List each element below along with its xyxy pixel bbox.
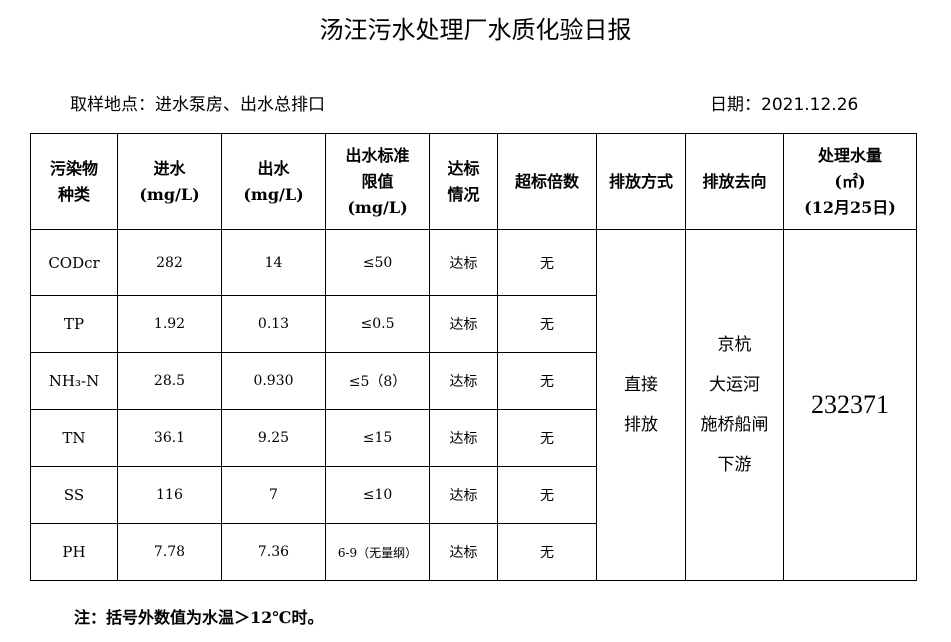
cell-inflow: 7.78 bbox=[117, 523, 222, 581]
cell-inflow: 116 bbox=[117, 466, 222, 524]
cell-pollutant: PH bbox=[30, 523, 118, 581]
cell-exceed: 无 bbox=[497, 523, 597, 581]
cell-outflow: 9.25 bbox=[221, 409, 326, 467]
cell-exceed: 无 bbox=[497, 295, 597, 353]
table-row: TP 1.92 0.13 ≤0.5 达标无 bbox=[30, 295, 917, 353]
cell-outflow: 7 bbox=[221, 466, 326, 524]
column-header: 排放方式 bbox=[596, 133, 686, 230]
table-row: SS 116 7 ≤10 达标无 bbox=[30, 466, 917, 524]
water-quality-table: 污染物 种类 进水 (mg/L) 出水 (mg/L) 出水标准 限值 (mg/L) 达标 情况 超标倍… bbox=[30, 133, 917, 581]
treated-volume: 232371 bbox=[783, 229, 917, 581]
column-header: 达标 情况 bbox=[429, 133, 498, 230]
discharge-destination: 京杭 大运河 施桥船闸 下游 bbox=[685, 229, 784, 581]
cell-status: 达标 bbox=[429, 409, 498, 467]
column-header: 进水 (mg/L) bbox=[117, 133, 222, 230]
cell-limit: ≤5（8） bbox=[325, 352, 430, 410]
cell-status: 达标 bbox=[429, 523, 498, 581]
cell-exceed: 无 bbox=[497, 229, 597, 296]
cell-outflow: 7.36 bbox=[221, 523, 326, 581]
cell-status: 达标 bbox=[429, 352, 498, 410]
cell-pollutant: TN bbox=[30, 409, 118, 467]
cell-limit: ≤15 bbox=[325, 409, 430, 467]
cell-limit: ≤0.5 bbox=[325, 295, 430, 353]
footnote: 注：括号外数值为水温＞12℃时。 bbox=[74, 608, 324, 627]
column-header: 处理水量 (㎡) (12月25日) bbox=[783, 133, 917, 230]
cell-status: 达标 bbox=[429, 229, 498, 296]
cell-outflow: 0.13 bbox=[221, 295, 326, 353]
cell-status: 达标 bbox=[429, 466, 498, 524]
discharge-method: 直接 排放 bbox=[596, 229, 686, 581]
cell-inflow: 1.92 bbox=[117, 295, 222, 353]
column-header: 污染物 种类 bbox=[30, 133, 118, 230]
table-row: PH 7.78 7.36 6-9（无量纲） 达标无 bbox=[30, 523, 917, 581]
column-header: 出水 (mg/L) bbox=[221, 133, 326, 230]
cell-exceed: 无 bbox=[497, 352, 597, 410]
column-header: 超标倍数 bbox=[497, 133, 597, 230]
cell-inflow: 36.1 bbox=[117, 409, 222, 467]
column-header: 排放去向 bbox=[685, 133, 784, 230]
cell-outflow: 0.930 bbox=[221, 352, 326, 410]
cell-limit: ≤50 bbox=[325, 229, 430, 296]
table-row: TN 36.1 9.25 ≤15 达标无 bbox=[30, 409, 917, 467]
table-header-row: 污染物 种类 进水 (mg/L) 出水 (mg/L) 出水标准 限值 (mg/L) 达标 情况 超标倍… bbox=[30, 133, 917, 230]
table-row: CODcr 282 14 ≤50 达标无直接 排放 京杭 大运河 施桥船闸 下游 232371 bbox=[30, 229, 917, 581]
cell-outflow: 14 bbox=[221, 229, 326, 296]
cell-limit: ≤10 bbox=[325, 466, 430, 524]
cell-pollutant: TP bbox=[30, 295, 118, 353]
table-row: NH₃-N 28.5 0.930 ≤5（8） 达标无 bbox=[30, 352, 917, 410]
cell-pollutant: CODcr bbox=[30, 229, 118, 296]
cell-inflow: 28.5 bbox=[117, 352, 222, 410]
sampling-location: 取样地点：进水泵房、出水总排口 bbox=[70, 95, 325, 115]
cell-pollutant: NH₃-N bbox=[30, 352, 118, 410]
cell-exceed: 无 bbox=[497, 409, 597, 467]
report-date: 日期：2021.12.26 bbox=[710, 95, 859, 115]
report-title: 汤汪污水处理厂水质化验日报 bbox=[319, 16, 632, 44]
cell-pollutant: SS bbox=[30, 466, 118, 524]
column-header: 出水标准 限值 (mg/L) bbox=[325, 133, 430, 230]
cell-limit: 6-9（无量纲） bbox=[325, 523, 430, 581]
cell-status: 达标 bbox=[429, 295, 498, 353]
cell-inflow: 282 bbox=[117, 229, 222, 296]
cell-exceed: 无 bbox=[497, 466, 597, 524]
